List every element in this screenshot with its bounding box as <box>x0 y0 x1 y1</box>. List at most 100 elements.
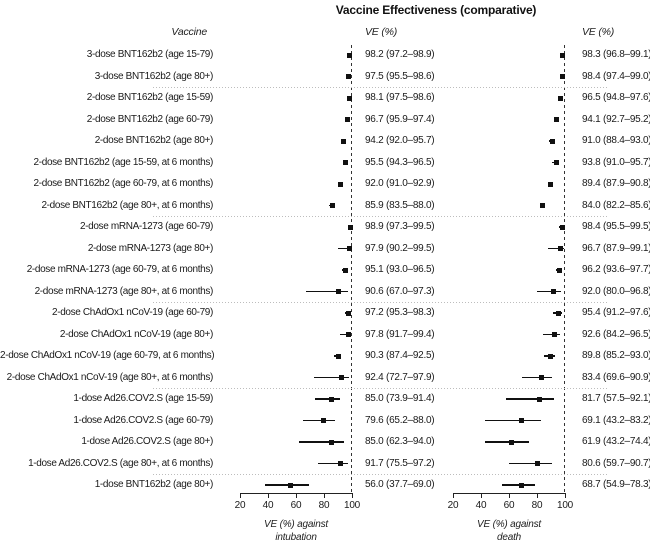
row-label: 2-dose mRNA-1273 (age 60-79, at 6 months… <box>26 264 214 275</box>
ci-whisker-intubation <box>299 441 344 443</box>
ve-value-death: 96.7 (87.9–99.1) <box>582 242 650 254</box>
ve-value-intubation: 90.6 (67.0–97.3) <box>365 285 435 297</box>
ve-value-intubation: 56.0 (37.7–69.0) <box>365 479 435 490</box>
row-label: 1-dose Ad26.COV2.S (age 15-59) <box>73 393 213 404</box>
ci-whisker-death <box>542 333 561 336</box>
point-estimate-death <box>535 461 541 466</box>
point-estimate-death <box>560 224 566 230</box>
group-separator <box>153 474 608 476</box>
ve-value-intubation: 95.5 (94.3–96.5) <box>365 156 435 168</box>
ci-whisker-intubation <box>303 419 336 422</box>
ci-whisker-death <box>508 462 552 465</box>
column-header-ve-death: VE (%) <box>582 26 615 38</box>
axis-tick <box>324 493 325 498</box>
ve-value-intubation: 92.4 (72.7–97.9) <box>365 371 435 383</box>
point-estimate-intubation <box>346 52 352 58</box>
group-separator <box>153 388 608 390</box>
point-estimate-intubation <box>328 396 334 402</box>
axis-tick <box>509 493 510 498</box>
row-label: 2-dose ChAdOx1 nCoV-19 (age 60-79) <box>52 307 213 318</box>
ve-value-death: 91.0 (88.4–93.0) <box>582 135 650 146</box>
ve-value-death: 61.9 (43.2–74.4) <box>582 436 650 447</box>
point-estimate-intubation <box>328 439 334 445</box>
point-estimate-death <box>509 439 515 445</box>
axis-tick-label: 100 <box>343 500 361 511</box>
axis-tick-label: 100 <box>556 500 574 511</box>
point-estimate-death <box>553 160 559 165</box>
ci-whisker-death <box>522 376 553 379</box>
axis-tick <box>268 493 269 498</box>
ve-value-intubation: 97.5 (95.5–98.6) <box>365 70 435 82</box>
ve-value-death: 94.1 (92.7–95.2) <box>582 113 650 125</box>
ve-value-death: 81.7 (57.5–92.1) <box>582 393 650 404</box>
ci-whisker-death <box>537 290 561 293</box>
point-estimate-intubation <box>337 461 343 466</box>
row-label: 2-dose mRNA-1273 (age 60-79) <box>79 221 213 232</box>
reference-line-death <box>564 45 565 494</box>
row-label: 2-dose mRNA-1273 (age 80+, at 6 months) <box>34 285 214 297</box>
axis-tick <box>565 493 566 498</box>
ve-value-intubation: 79.6 (65.2–88.0) <box>365 414 435 426</box>
ci-whisker-intubation <box>315 398 340 400</box>
axis-tick-label: 80 <box>531 500 543 511</box>
row-label: 1-dose BNT162b2 (age 80+) <box>94 479 214 490</box>
reference-line-intubation <box>351 45 352 494</box>
point-estimate-death <box>557 95 563 101</box>
ci-whisker-intubation <box>305 290 349 293</box>
row-label: 1-dose Ad26.COV2.S (age 80+) <box>81 436 213 447</box>
row-label: 2-dose BNT162b2 (age 15-59) <box>86 92 214 103</box>
point-estimate-death <box>548 353 554 359</box>
ve-value-death: 98.4 (97.4–99.0) <box>582 70 650 82</box>
point-estimate-intubation <box>338 375 344 380</box>
row-label: 3-dose BNT162b2 (age 80+) <box>94 70 214 82</box>
group-separator <box>153 216 608 218</box>
axis-tick-label: 40 <box>262 500 274 511</box>
ve-value-intubation: 85.0 (73.9–91.4) <box>365 393 435 404</box>
ci-whisker-death <box>505 398 554 400</box>
ve-value-death: 98.4 (95.5–99.5) <box>582 221 650 232</box>
ci-whisker-death <box>485 441 530 443</box>
column-header-vaccine: Vaccine <box>171 26 207 38</box>
row-label: 2-dose BNT162b2 (age 60-79, at 6 months) <box>33 178 214 189</box>
point-estimate-death <box>539 375 545 380</box>
ve-value-death: 69.1 (43.2–83.2) <box>582 414 650 426</box>
ci-whisker-intubation <box>338 247 352 250</box>
column-header-ve-intubation: VE (%) <box>365 26 398 38</box>
ve-value-death: 80.6 (59.7–90.7) <box>582 457 650 469</box>
point-estimate-intubation <box>320 418 326 423</box>
point-estimate-death <box>540 203 546 208</box>
ve-value-intubation: 96.7 (95.9–97.4) <box>365 113 435 125</box>
point-estimate-intubation <box>346 246 352 251</box>
ve-value-death: 96.5 (94.8–97.6) <box>582 92 650 103</box>
ve-value-intubation: 98.2 (97.2–98.9) <box>365 49 435 60</box>
ve-value-death: 98.3 (96.8–99.1) <box>582 49 650 60</box>
ci-whisker-death <box>548 247 564 250</box>
point-estimate-intubation <box>346 332 352 337</box>
ve-value-intubation: 90.3 (87.4–92.5) <box>365 350 435 361</box>
point-estimate-death <box>551 289 557 294</box>
ve-value-death: 92.6 (84.2–96.5) <box>582 328 650 340</box>
axis-tick-label: 60 <box>290 500 302 511</box>
axis-label-death: VE (%) against death <box>439 519 579 544</box>
row-label: 2-dose BNT162b2 (age 80+) <box>94 135 214 146</box>
ve-value-death: 89.4 (87.9–90.8) <box>582 178 650 189</box>
ci-whisker-intubation <box>340 333 352 336</box>
axis-tick <box>453 493 454 498</box>
row-label: 2-dose ChAdOx1 nCoV-19 (age 80+) <box>59 328 213 340</box>
axis-label-line: intubation <box>275 531 317 543</box>
ci-whisker-intubation <box>264 484 309 486</box>
point-estimate-death <box>547 181 553 187</box>
point-estimate-intubation <box>345 310 351 316</box>
point-estimate-intubation <box>342 267 348 273</box>
point-estimate-intubation <box>346 74 351 79</box>
point-estimate-death <box>518 482 524 488</box>
axis-label-line: VE (%) against <box>477 519 541 530</box>
row-label: 2-dose BNT162b2 (age 60-79) <box>86 113 214 125</box>
point-estimate-death <box>556 310 562 316</box>
ve-value-death: 96.2 (93.6–97.7) <box>582 264 650 275</box>
ve-value-intubation: 97.8 (91.7–99.4) <box>365 328 435 340</box>
axis-tick-label: 60 <box>503 500 515 511</box>
chart-title: Vaccine Effectiveness (comparative) <box>335 3 537 17</box>
ve-value-intubation: 92.0 (91.0–92.9) <box>365 178 435 189</box>
ve-value-intubation: 85.0 (62.3–94.0) <box>365 436 435 447</box>
